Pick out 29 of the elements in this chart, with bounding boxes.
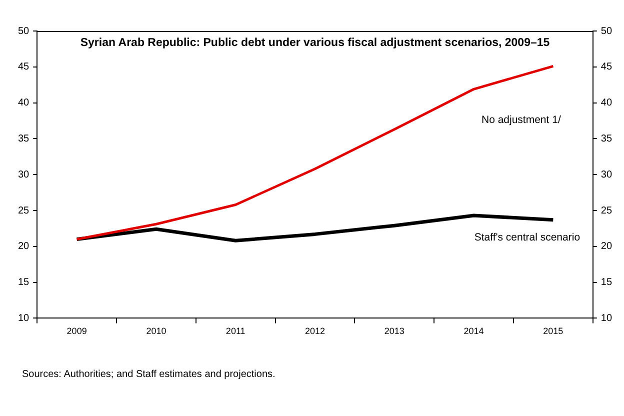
y-tick-label: 35 — [18, 133, 30, 144]
y-tick-label: 15 — [18, 277, 30, 288]
y2-tick-label: 15 — [600, 277, 612, 288]
y2-tick-label: 25 — [600, 205, 612, 216]
y2-tick-label: 45 — [600, 62, 612, 73]
y2-tick-label: 10 — [600, 312, 612, 324]
text: No adjustment 1/ — [481, 114, 561, 126]
y2-tick-label: 40 — [600, 98, 612, 109]
x-tick-label: 2013 — [384, 326, 404, 336]
y2-tick-label: 30 — [600, 169, 612, 180]
y-tick-label: 50 — [18, 26, 30, 37]
x-tick-label: 2014 — [464, 326, 484, 336]
x-tick-label: 2015 — [543, 326, 564, 336]
y-tick-label: 20 — [18, 241, 30, 252]
y-tick-label: 25 — [18, 205, 30, 216]
x-tick-label: 2012 — [304, 326, 326, 336]
series-label: Staff's central scenario — [474, 232, 580, 244]
x-tick-label: 2011 — [226, 326, 246, 336]
x-tick-label: 2010 — [146, 326, 166, 336]
y-tick-label: 10 — [18, 312, 30, 324]
source-note: Sources: Authorities; and Staff estimates and projections. — [22, 369, 276, 380]
y-tick-label: 45 — [18, 62, 30, 73]
y2-tick-label: 20 — [600, 241, 612, 252]
y2-tick-label: 35 — [600, 133, 612, 144]
x-tick-label: 2009 — [66, 326, 87, 336]
y-tick-label: 40 — [18, 98, 30, 109]
y-tick-label: 30 — [18, 169, 30, 180]
y2-tick-label: 50 — [600, 26, 612, 37]
text: Syrian Arab Republic: Public debt under various fiscal adjustment scenarios, 2009–15 — [80, 37, 550, 50]
